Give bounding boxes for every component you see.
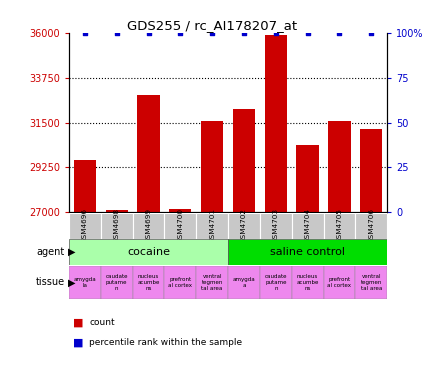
Text: GSM4699: GSM4699 — [146, 208, 151, 243]
Point — [368, 30, 375, 36]
Bar — [74, 160, 96, 212]
Text: nucleus
acumbe
ns: nucleus acumbe ns — [296, 274, 319, 291]
Text: GSM4698: GSM4698 — [114, 208, 120, 243]
Bar — [133, 213, 165, 239]
Bar — [228, 213, 260, 239]
Point — [304, 30, 311, 36]
Bar — [292, 266, 324, 299]
Text: prefront
al cortex: prefront al cortex — [168, 277, 192, 288]
Bar — [233, 109, 255, 212]
Bar — [360, 128, 382, 212]
Bar — [69, 213, 101, 239]
Text: GSM4700: GSM4700 — [178, 208, 183, 243]
Bar — [165, 213, 196, 239]
Text: GSM4703: GSM4703 — [273, 208, 279, 243]
Point — [336, 30, 343, 36]
Text: amygda
a: amygda a — [233, 277, 255, 288]
Text: percentile rank within the sample: percentile rank within the sample — [89, 339, 242, 347]
Text: nucleus
acumbe
ns: nucleus acumbe ns — [138, 274, 160, 291]
Bar — [228, 266, 260, 299]
Bar — [69, 266, 101, 299]
Bar — [165, 266, 196, 299]
Text: GSM4705: GSM4705 — [336, 208, 342, 243]
Bar — [260, 213, 292, 239]
Text: ventral
tegmen
tal area: ventral tegmen tal area — [202, 274, 223, 291]
Text: GSM4704: GSM4704 — [305, 208, 311, 243]
Bar — [260, 266, 292, 299]
Bar — [196, 266, 228, 299]
Bar — [169, 209, 191, 212]
Point — [81, 30, 89, 36]
Bar — [355, 213, 387, 239]
Text: ■: ■ — [73, 318, 84, 328]
Point — [240, 30, 247, 36]
Text: amygda
la: amygda la — [73, 277, 96, 288]
Text: caudate
putame
n: caudate putame n — [105, 274, 128, 291]
Text: GSM4701: GSM4701 — [209, 208, 215, 243]
Bar — [355, 266, 387, 299]
Title: GDS255 / rc_AI178207_at: GDS255 / rc_AI178207_at — [127, 19, 297, 32]
Bar — [324, 266, 355, 299]
Point — [209, 30, 216, 36]
Point — [145, 30, 152, 36]
Text: agent: agent — [36, 247, 65, 257]
Text: ventral
tegmen
tal area: ventral tegmen tal area — [360, 274, 382, 291]
Point — [177, 30, 184, 36]
Bar — [265, 35, 287, 212]
Bar — [196, 213, 228, 239]
Text: ▶: ▶ — [68, 277, 76, 287]
Text: cocaine: cocaine — [127, 247, 170, 257]
Text: tissue: tissue — [36, 277, 65, 287]
Bar — [133, 266, 165, 299]
Bar — [69, 239, 228, 265]
Text: ■: ■ — [73, 338, 84, 348]
Text: caudate
putame
n: caudate putame n — [264, 274, 287, 291]
Bar — [201, 121, 223, 212]
Bar — [101, 266, 133, 299]
Bar — [105, 210, 128, 212]
Point — [272, 30, 279, 36]
Text: GSM4696: GSM4696 — [82, 208, 88, 243]
Bar — [324, 213, 355, 239]
Bar — [296, 145, 319, 212]
Text: count: count — [89, 318, 115, 327]
Text: ▶: ▶ — [68, 247, 76, 257]
Text: GSM4706: GSM4706 — [368, 208, 374, 243]
Text: prefront
al cortex: prefront al cortex — [328, 277, 352, 288]
Text: GSM4702: GSM4702 — [241, 208, 247, 243]
Point — [113, 30, 120, 36]
Bar — [101, 213, 133, 239]
Bar — [228, 239, 387, 265]
Text: saline control: saline control — [270, 247, 345, 257]
Bar — [138, 95, 160, 212]
Bar — [328, 121, 351, 212]
Bar — [292, 213, 324, 239]
